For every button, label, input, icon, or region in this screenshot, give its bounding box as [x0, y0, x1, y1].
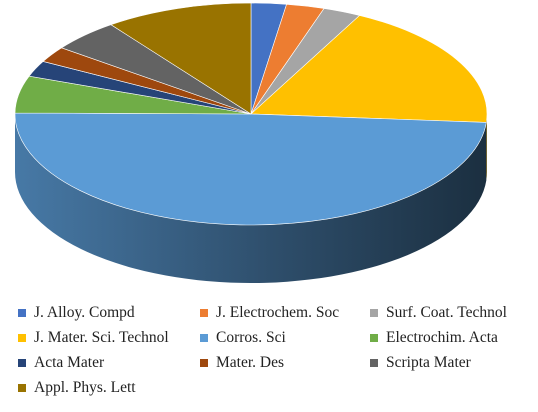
legend-label: J. Mater. Sci. Technol: [34, 328, 169, 346]
legend-item-j-electrochem-soc: J. Electrochem. Soc: [200, 304, 370, 322]
legend-label: Scripta Mater: [386, 353, 471, 371]
pie-slice-corros-sci: [14, 112, 487, 226]
legend-swatch: [18, 333, 26, 342]
legend-label: Electrochim. Acta: [386, 328, 498, 346]
pie-side-j-mater-sci-technol: [486, 114, 487, 181]
legend-item-mater-des: Mater. Des: [200, 354, 370, 372]
legend-swatch: [200, 308, 208, 317]
legend-row: Appl. Phys. Lett: [18, 375, 538, 400]
pie-chart: [14, 2, 488, 284]
legend-label: Appl. Phys. Lett: [34, 378, 136, 396]
legend-item-corros-sci: Corros. Sci: [200, 329, 370, 347]
legend-item-j-alloy-compd: J. Alloy. Compd: [18, 304, 200, 322]
legend-label: Mater. Des: [216, 353, 285, 371]
legend-row: J. Alloy. Compd J. Electrochem. Soc Surf. …: [18, 300, 538, 325]
legend-swatch: [18, 383, 26, 392]
legend-swatch: [370, 333, 378, 342]
pie-slice-appl-phys-lett: [110, 2, 252, 115]
legend-swatch: [18, 308, 26, 317]
pie-side-corros-sci: [15, 114, 487, 284]
legend-item-surf-coat-technol: Surf. Coat. Technol: [370, 304, 507, 322]
legend-label: J. Electrochem. Soc: [216, 303, 340, 321]
legend-swatch: [18, 358, 26, 367]
legend-swatch: [370, 308, 378, 317]
legend-swatch: [200, 358, 208, 367]
legend-label: J. Alloy. Compd: [34, 303, 135, 321]
legend-row: J. Mater. Sci. Technol Corros. Sci Electr…: [18, 325, 538, 350]
legend-swatch: [370, 358, 378, 367]
pie-slice-j-mater-sci-technol: [250, 15, 488, 123]
legend-item-appl-phys-lett: Appl. Phys. Lett: [18, 379, 200, 397]
legend-item-electrochim-acta: Electrochim. Acta: [370, 329, 498, 347]
legend-label: Acta Mater: [34, 353, 105, 371]
legend-item-acta-mater: Acta Mater: [18, 354, 200, 372]
legend-label: Surf. Coat. Technol: [386, 303, 507, 321]
legend-row: Acta Mater Mater. Des Scripta Mater: [18, 350, 538, 375]
legend-item-scripta-mater: Scripta Mater: [370, 354, 471, 372]
legend-item-j-mater-sci-technol: J. Mater. Sci. Technol: [18, 329, 200, 347]
legend-label: Corros. Sci: [216, 328, 286, 346]
legend-swatch: [200, 333, 208, 342]
chart-legend: J. Alloy. Compd J. Electrochem. Soc Surf. …: [18, 300, 538, 400]
